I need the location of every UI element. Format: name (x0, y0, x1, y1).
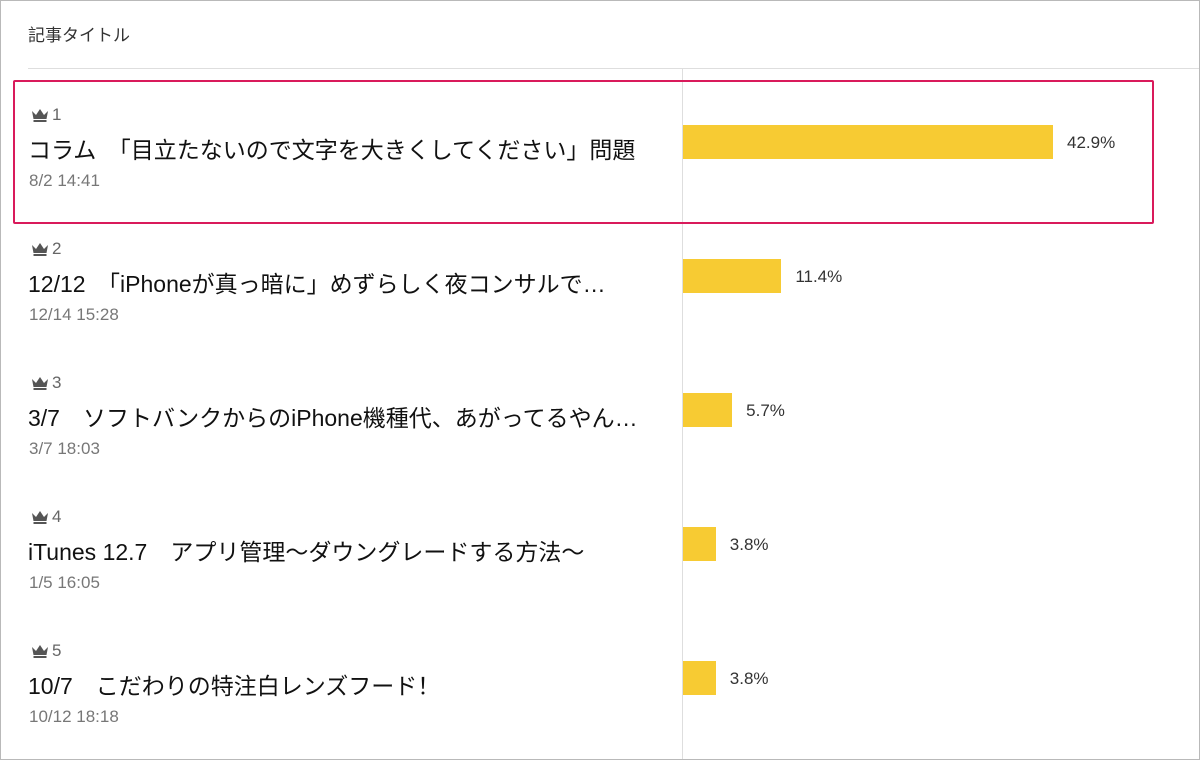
percentage-bar (683, 393, 733, 427)
rank-badge: 1 (31, 105, 61, 125)
rank-number: 5 (52, 641, 62, 660)
article-date: 3/7 18:03 (29, 439, 100, 458)
article-date: 8/2 14:41 (29, 171, 100, 190)
percentage-label: 3.8% (729, 669, 769, 688)
percentage-label: 42.9% (1067, 133, 1116, 152)
article-date: 10/12 18:18 (29, 707, 119, 726)
article-title-link[interactable]: 10/7 こだわりの特注白レンズフード！ (28, 673, 441, 699)
percentage-bar (683, 125, 1053, 159)
rank-number: 1 (52, 105, 62, 124)
rank-number: 4 (52, 507, 62, 526)
rank-badge: 5 (31, 641, 61, 661)
article-title-link[interactable]: 3/7 ソフトバンクからのiPhone機種代、あがってるやん… (28, 405, 638, 431)
article-date: 1/5 16:05 (29, 573, 100, 592)
rank-badge: 4 (31, 507, 61, 527)
column-divider (682, 69, 683, 759)
crown-icon (32, 377, 48, 390)
percentage-label: 11.4% (795, 267, 843, 286)
crown-icon (32, 645, 48, 658)
ranking-row-2[interactable]: 2 12/12 「iPhoneが真っ暗に」めずらしく夜コンサルで… 12/14 … (1, 239, 1199, 373)
article-title-link[interactable]: 12/12 「iPhoneが真っ暗に」めずらしく夜コンサルで… (28, 271, 606, 297)
percentage-label: 5.7% (746, 401, 785, 420)
ranking-row-5[interactable]: 5 10/7 こだわりの特注白レンズフード！ 10/12 18:18 3.8% (1, 641, 1199, 775)
percentage-bar (683, 661, 716, 695)
percentage-label: 3.8% (729, 535, 769, 554)
rank-badge: 3 (31, 373, 61, 393)
ranking-row-4[interactable]: 4 iTunes 12.7 アプリ管理〜ダウングレードする方法〜 1/5 16:… (1, 507, 1199, 641)
ranking-row-1[interactable]: 1 コラム 「目立たないので文字を大きくしてください」問題 8/2 14:41 … (1, 105, 1199, 239)
percentage-bar (683, 259, 782, 293)
rank-number: 2 (52, 239, 62, 258)
column-header-article-title: 記事タイトル (28, 26, 130, 45)
ranking-row-3[interactable]: 3 3/7 ソフトバンクからのiPhone機種代、あがってるやん… 3/7 18… (1, 373, 1199, 507)
crown-icon (32, 243, 48, 256)
article-title-link[interactable]: コラム 「目立たないので文字を大きくしてください」問題 (28, 137, 636, 163)
crown-icon (32, 511, 48, 524)
rank-number: 3 (52, 373, 62, 392)
article-date: 12/14 15:28 (29, 305, 119, 324)
header-divider (28, 68, 1199, 69)
rank-badge: 2 (31, 239, 61, 259)
article-title-link[interactable]: iTunes 12.7 アプリ管理〜ダウングレードする方法〜 (28, 539, 585, 565)
crown-icon (32, 109, 48, 122)
percentage-bar (683, 527, 716, 561)
